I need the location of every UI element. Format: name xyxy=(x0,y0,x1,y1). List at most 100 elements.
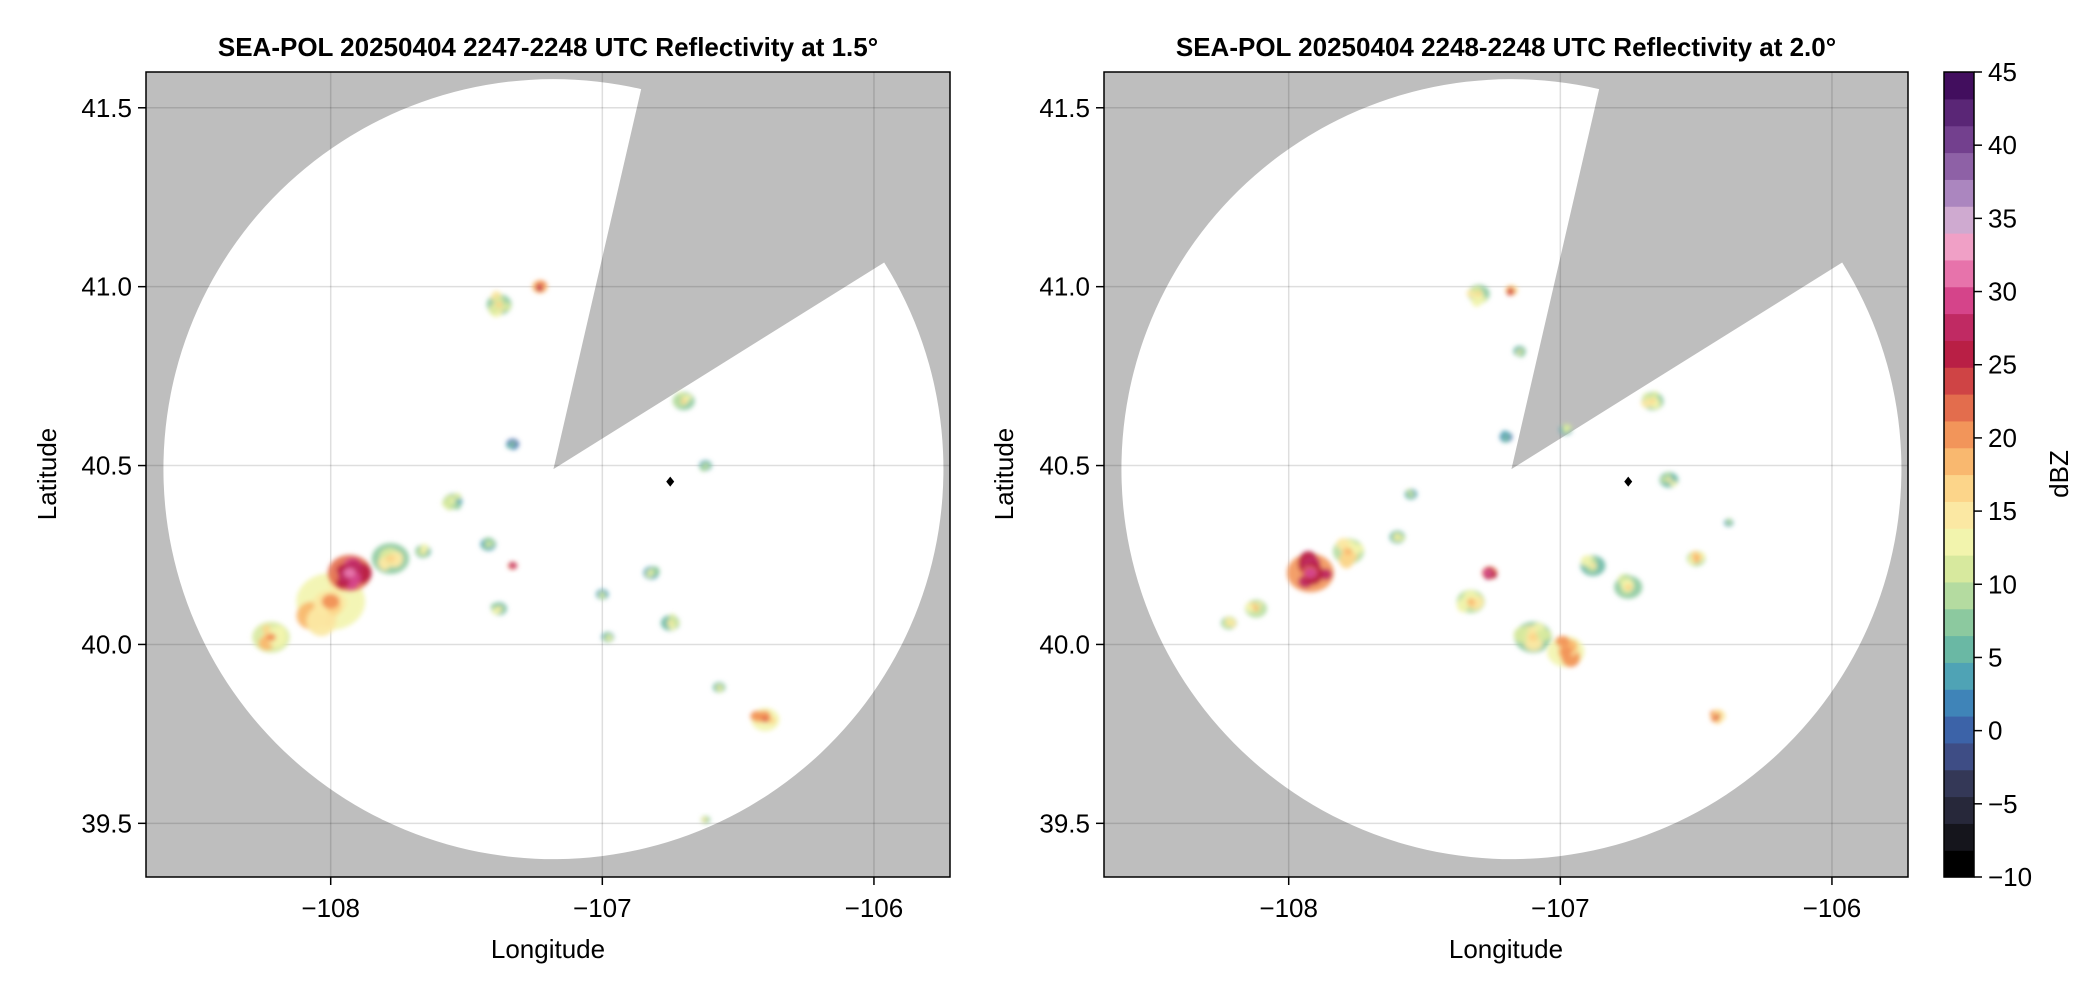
colorbar-segment xyxy=(1944,98,1974,127)
y-tick-label: 39.5 xyxy=(1039,808,1090,838)
colorbar-tick-label: 45 xyxy=(1988,57,2017,87)
panel-left-title: SEA-POL 20250404 2247-2248 UTC Reflectiv… xyxy=(218,32,878,62)
panel-right-x-ticks: −108 −107 −106 xyxy=(1259,877,1861,923)
echo-cell xyxy=(1332,538,1365,569)
colorbar-segment xyxy=(1944,823,1974,851)
colorbar-ticks: −10 −5 0 5 10 15 20 25 30 35 40 45 xyxy=(1974,57,2032,892)
echo-cell xyxy=(1513,345,1526,358)
panel-right-coverage xyxy=(1121,79,1902,860)
y-tick-label: 41.0 xyxy=(1039,272,1090,302)
colorbar-segment xyxy=(1944,233,1974,261)
panel-right-y-ticks: 39.5 40.0 40.5 41.0 41.5 xyxy=(1039,93,1104,838)
x-tick-label: −107 xyxy=(1531,893,1590,923)
colorbar-label: dBZ xyxy=(2044,450,2074,498)
colorbar-segment xyxy=(1944,716,1974,744)
y-tick-label: 39.5 xyxy=(81,808,132,838)
echo-cell xyxy=(1547,635,1585,668)
echo-cell xyxy=(1580,555,1606,577)
colorbar-segment xyxy=(1944,501,1974,529)
panel-right-frame xyxy=(1103,71,1909,878)
y-tick-label: 40.0 xyxy=(1039,629,1090,659)
colorbar-segment xyxy=(1944,206,1974,234)
colorbar-tick-label: 5 xyxy=(1988,642,2002,672)
colorbar-segment xyxy=(1944,259,1974,288)
x-tick-label: −108 xyxy=(1259,893,1318,923)
panel-right-grid xyxy=(1104,72,1908,877)
colorbar-tick-label: −10 xyxy=(1988,862,2032,892)
x-tick-label: −108 xyxy=(301,893,360,923)
echo-cell xyxy=(1481,566,1498,580)
colorbar-segment xyxy=(1944,447,1974,476)
echo-cell xyxy=(1245,599,1268,618)
echo-cell xyxy=(700,815,711,824)
y-tick-label: 41.5 xyxy=(81,93,132,123)
colorbar-segment xyxy=(1944,340,1974,368)
colorbar-segment xyxy=(1944,662,1974,690)
echo-cell xyxy=(1641,391,1664,411)
panel-left-site-marker xyxy=(666,476,675,487)
panel-right-xlabel: Longitude xyxy=(1449,934,1563,964)
colorbar-segment xyxy=(1944,152,1974,180)
echo-cell xyxy=(750,707,780,732)
echo-cell xyxy=(490,602,507,616)
x-tick-label: −106 xyxy=(845,893,904,923)
colorbar-segment xyxy=(1944,313,1974,341)
echo-cell xyxy=(1221,616,1237,630)
colorbar-segment xyxy=(1944,581,1974,610)
echo-cell xyxy=(1456,589,1485,614)
colorbar: −10 −5 0 5 10 15 20 25 30 35 40 45 dBZ xyxy=(1943,57,2074,892)
panel-left-xlabel: Longitude xyxy=(491,934,605,964)
colorbar-tick-label: 25 xyxy=(1988,350,2017,380)
colorbar-tick-label: 15 xyxy=(1988,496,2017,526)
y-tick-label: 40.5 xyxy=(81,451,132,481)
colorbar-segment xyxy=(1944,420,1974,449)
colorbar-segment xyxy=(1944,367,1974,395)
colorbar-segments xyxy=(1944,72,1974,878)
colorbar-segment xyxy=(1944,72,1974,100)
echo-cell xyxy=(532,280,548,294)
panel-left-frame xyxy=(145,71,951,878)
echo-cell xyxy=(643,566,660,580)
echo-cell xyxy=(699,460,712,472)
panel-right-site-marker xyxy=(1624,476,1633,487)
colorbar-segment xyxy=(1944,689,1974,717)
colorbar-tick-label: 40 xyxy=(1988,130,2017,160)
colorbar-segment xyxy=(1944,474,1974,502)
echo-cell xyxy=(1499,430,1513,443)
colorbar-segment xyxy=(1944,769,1974,798)
echo-cell xyxy=(1466,284,1490,307)
colorbar-segment xyxy=(1944,528,1974,556)
echo-cell xyxy=(1724,518,1734,527)
colorbar-frame xyxy=(1943,71,1975,878)
echo-cell xyxy=(252,621,290,653)
echo-cell xyxy=(327,554,372,591)
panel-right-echoes xyxy=(1221,284,1734,724)
echo-cell xyxy=(1659,472,1679,488)
colorbar-segment xyxy=(1944,742,1974,771)
echo-cell xyxy=(1614,574,1643,599)
panel-left-echoes xyxy=(252,280,780,824)
panel-right: SEA-POL 20250404 2248-2248 UTC Reflectiv… xyxy=(989,32,1909,964)
y-tick-label: 41.0 xyxy=(81,272,132,302)
colorbar-tick-label: 10 xyxy=(1988,569,2017,599)
echo-cell xyxy=(672,392,695,411)
panel-left-coverage xyxy=(163,79,944,860)
echo-cell xyxy=(508,561,518,570)
colorbar-segment xyxy=(1944,608,1974,637)
echo-cell xyxy=(601,631,615,643)
colorbar-segment xyxy=(1944,286,1974,315)
echo-cell xyxy=(596,589,609,600)
y-tick-label: 40.5 xyxy=(1039,451,1090,481)
echo-cell xyxy=(660,613,680,631)
echo-cell xyxy=(1505,285,1518,296)
colorbar-segment xyxy=(1944,555,1974,583)
echo-cell xyxy=(1287,551,1334,593)
panel-left: SEA-POL 20250404 2247-2248 UTC Reflectiv… xyxy=(32,32,951,964)
panel-left-ylabel: Latitude xyxy=(32,428,62,521)
echo-cell xyxy=(506,438,519,450)
echo-cell xyxy=(415,543,431,558)
colorbar-segment xyxy=(1944,796,1974,824)
colorbar-tick-label: −5 xyxy=(1988,789,2018,819)
echo-cell xyxy=(486,290,512,318)
